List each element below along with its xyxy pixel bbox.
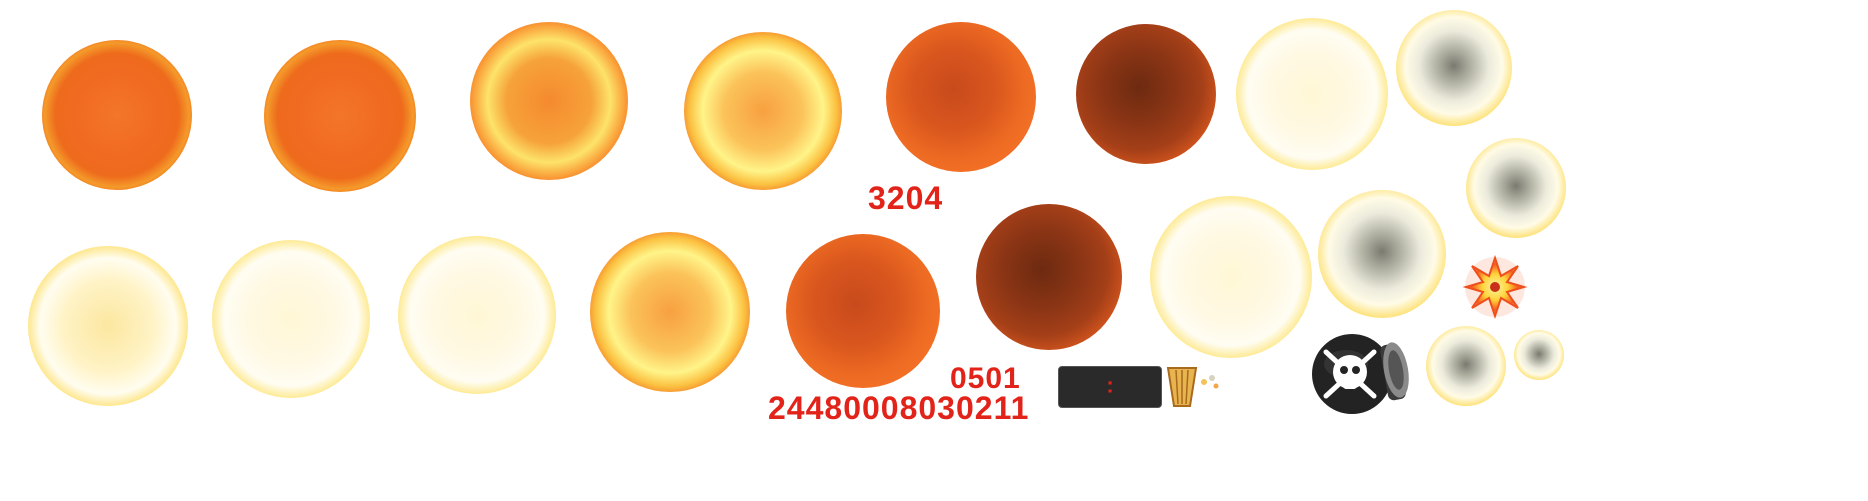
explosion-frame-11 (212, 240, 370, 398)
counter-long: 24480008030211 (768, 390, 1030, 426)
explosion-frame-2 (264, 40, 416, 192)
counter-small: 0501 (950, 362, 1021, 395)
explosion-frame-9 (1466, 138, 1566, 238)
explosion-frame-19 (1514, 330, 1564, 380)
bar-separator: : (1106, 372, 1114, 398)
explosion-spark-icon (1462, 254, 1528, 320)
explosion-frame-18 (1426, 326, 1506, 406)
counter-mid: 3204 (868, 180, 944, 216)
explosion-frame-10 (28, 246, 188, 406)
debris-icon (1201, 375, 1219, 389)
explosion-frame-15 (976, 204, 1122, 350)
explosion-frame-4 (684, 32, 842, 190)
explosion-frame-14 (786, 234, 940, 388)
explosion-frame-5 (886, 22, 1036, 172)
explosion-frame-12 (398, 236, 556, 394)
explosion-frame-8 (1396, 10, 1512, 126)
bomb-skull-icon (1312, 334, 1409, 414)
explosion-frame-3 (470, 22, 628, 180)
explosion-frame-1 (42, 40, 192, 190)
explosion-frame-7 (1236, 18, 1388, 170)
explosion-frame-17 (1318, 190, 1446, 318)
explosion-frame-16 (1150, 196, 1312, 358)
explosion-frame-13 (590, 232, 750, 392)
cup-icon (1166, 367, 1198, 407)
timer-bar: : (1058, 366, 1162, 408)
explosion-frame-6 (1076, 24, 1216, 164)
